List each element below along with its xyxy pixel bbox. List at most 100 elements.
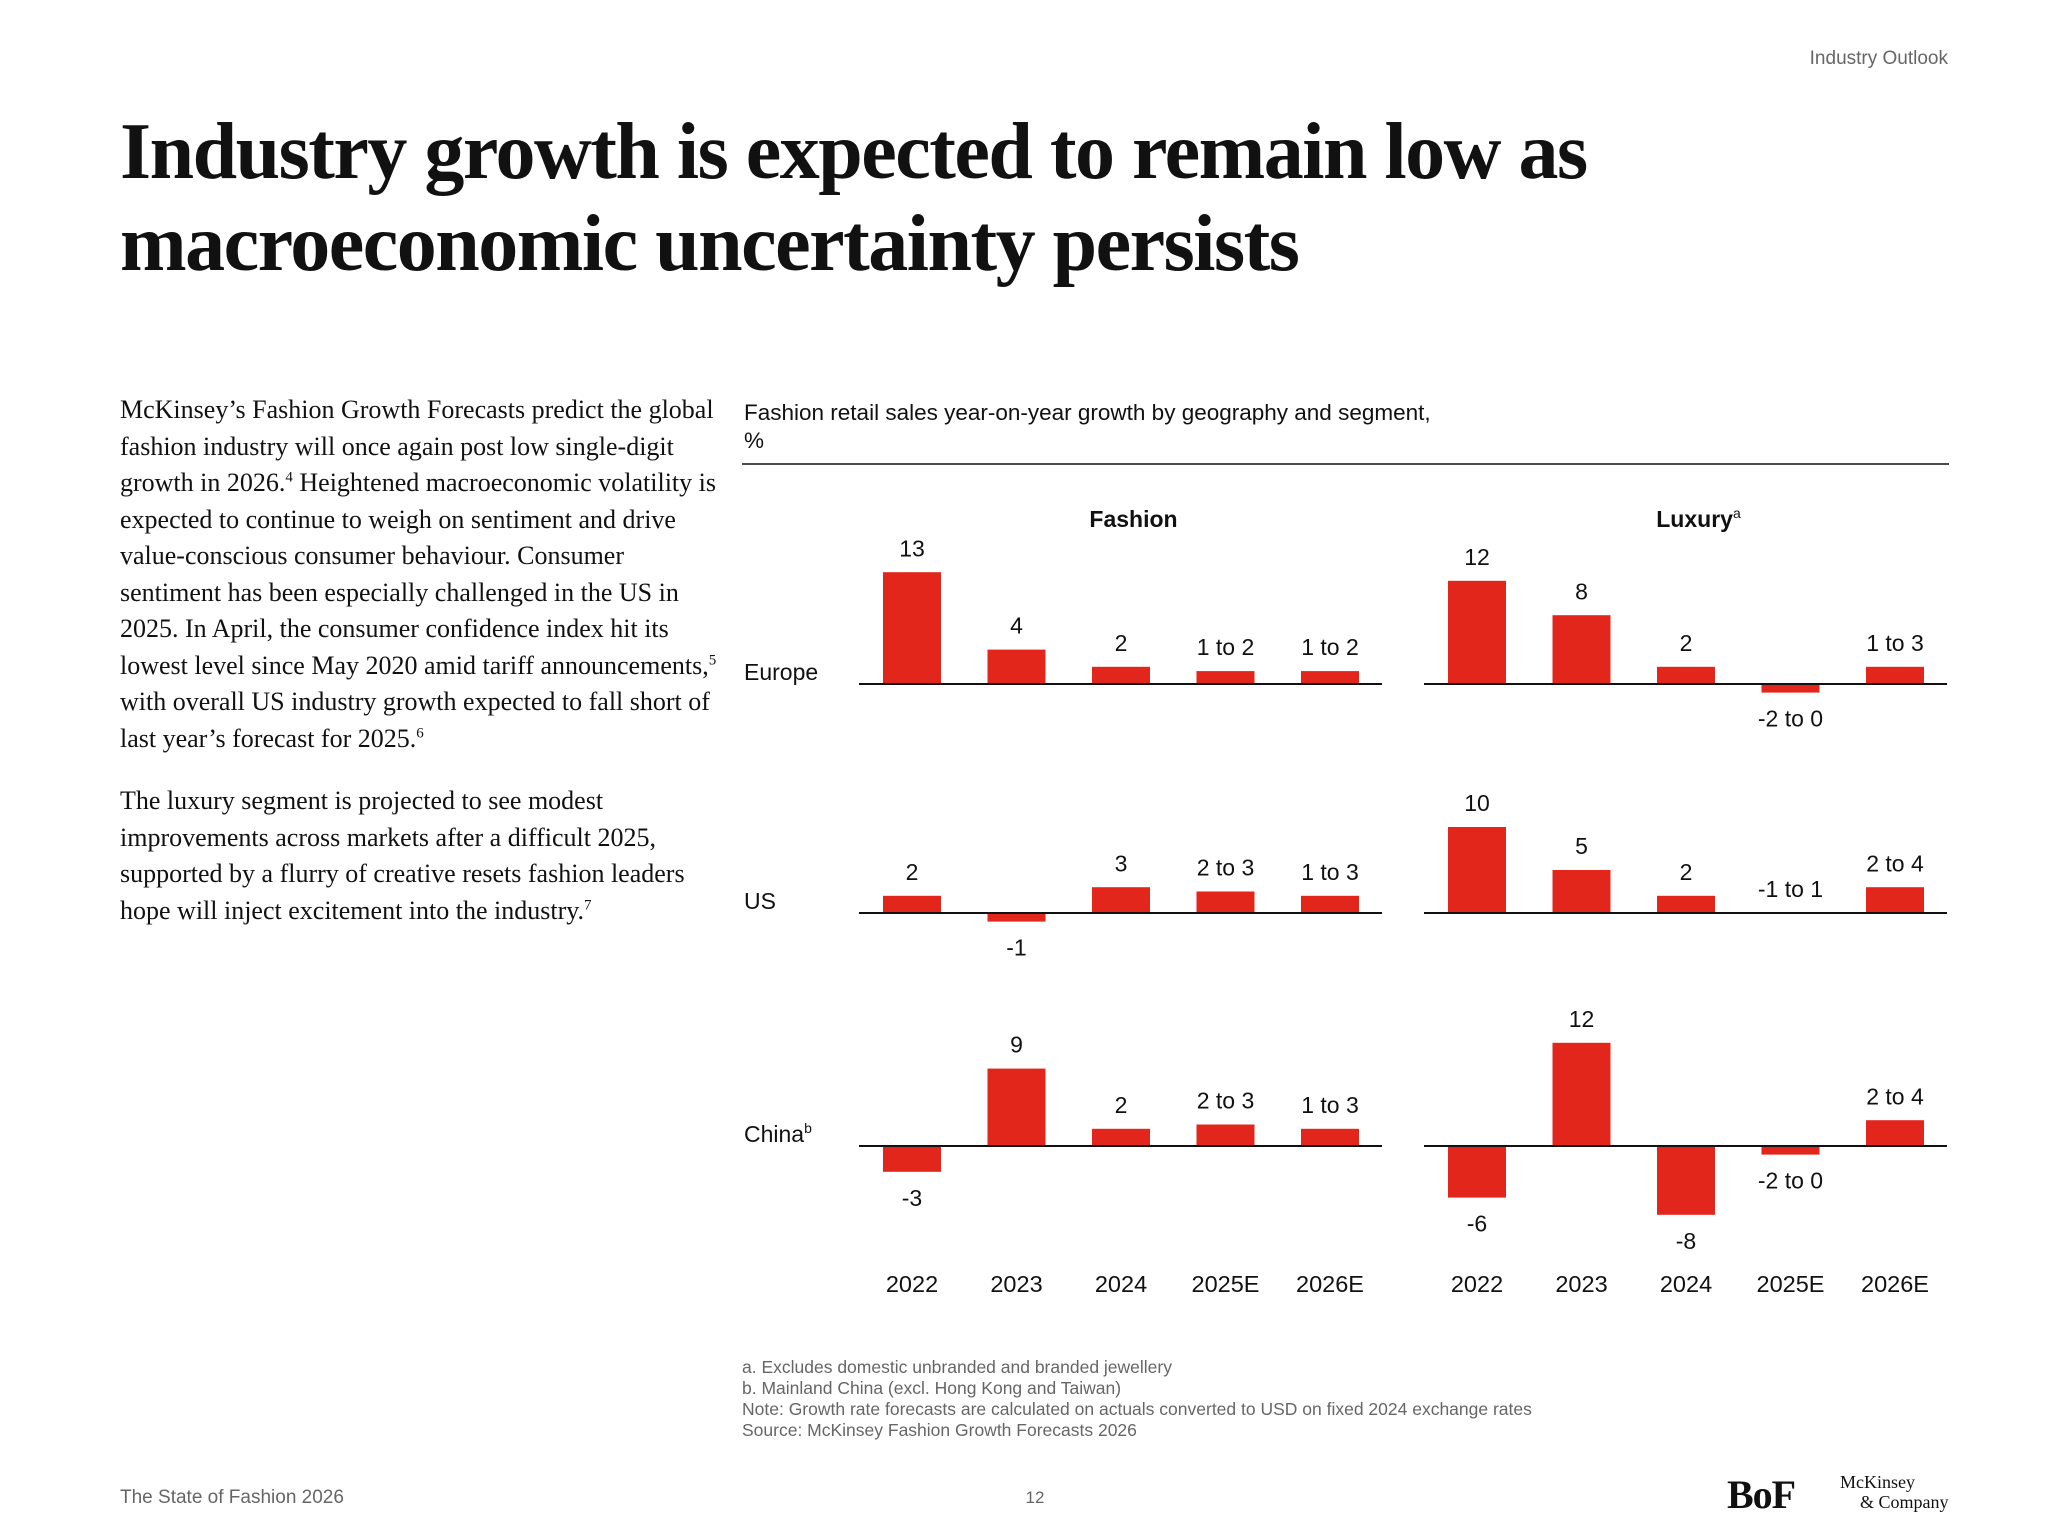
panel-title: Luxurya [1656, 505, 1741, 532]
bar [1866, 666, 1924, 684]
bar [987, 913, 1046, 922]
value-label: 1 to 3 [1301, 859, 1359, 885]
bar [987, 649, 1046, 684]
value-label: -1 [1006, 935, 1026, 961]
value-label: -6 [1467, 1211, 1487, 1237]
bar [1552, 870, 1611, 913]
footnote: Source: McKinsey Fashion Growth Forecast… [742, 1420, 1137, 1440]
x-tick-label: 2026E [1296, 1271, 1364, 1297]
footnote: b. Mainland China (excl. Hong Kong and T… [742, 1378, 1121, 1398]
bar [1552, 1042, 1611, 1146]
bar [1657, 895, 1715, 913]
text-run: with overall US industry growth expected… [120, 687, 710, 753]
value-label: 12 [1464, 544, 1490, 570]
x-tick-label: 2023 [1555, 1271, 1607, 1297]
value-label: 9 [1010, 1032, 1023, 1058]
chart-subtitle: % [744, 428, 764, 453]
bar [1657, 666, 1715, 684]
x-tick-label: 2022 [886, 1271, 938, 1297]
x-tick-label: 2025E [1757, 1271, 1825, 1297]
value-label: -2 to 0 [1758, 1168, 1823, 1194]
row-label: US [744, 888, 776, 914]
bar [1448, 827, 1506, 913]
bar [1301, 671, 1359, 684]
bar [1092, 666, 1150, 684]
row-label-text: Europe [744, 659, 818, 685]
value-label: 2 [906, 859, 919, 885]
x-tick-label: 2023 [990, 1271, 1042, 1297]
footnote-ref: 5 [708, 651, 717, 668]
panel-title-text: Luxury [1656, 506, 1733, 532]
bof-logo: BoF [1727, 1472, 1795, 1517]
value-label: 2 to 4 [1866, 1083, 1924, 1109]
section-label: Industry Outlook [1810, 48, 1949, 69]
text-run: The luxury segment is projected to see m… [120, 786, 685, 925]
bar [883, 1146, 941, 1172]
row-label-text: US [744, 888, 776, 914]
row-label-note: b [804, 1120, 812, 1136]
x-tick-label: 2025E [1192, 1271, 1260, 1297]
value-label: 2 to 3 [1197, 1088, 1255, 1114]
value-label: 13 [899, 535, 925, 561]
bar [883, 572, 941, 684]
value-label: 1 to 3 [1301, 1092, 1359, 1118]
text-run: Heightened macroeconomic volatility is e… [120, 468, 716, 680]
value-label: 8 [1575, 578, 1588, 604]
panel-title-text: Fashion [1089, 506, 1177, 532]
value-label: 1 to 2 [1197, 634, 1255, 660]
value-label: -8 [1676, 1228, 1696, 1254]
paragraph: The luxury segment is projected to see m… [120, 783, 720, 929]
value-label: 2 [1115, 1092, 1128, 1118]
panel-title-note: a [1733, 505, 1741, 521]
bar [1448, 580, 1506, 684]
value-label: 2 [1115, 630, 1128, 656]
bar [1761, 1146, 1820, 1155]
row-label: Chinab [744, 1120, 812, 1147]
mckinsey-logo: McKinsey [1840, 1472, 1915, 1492]
bar [987, 1068, 1046, 1146]
x-tick-label: 2024 [1660, 1271, 1712, 1297]
footnote-ref: 7 [584, 896, 592, 913]
bar [1196, 1124, 1255, 1146]
page-title: Industry growth is expected to remain lo… [120, 108, 1587, 196]
value-label: 2 [1680, 630, 1693, 656]
body-text: McKinsey’s Fashion Growth Forecasts pred… [120, 392, 720, 955]
x-tick-label: 2022 [1451, 1271, 1503, 1297]
mckinsey-logo: & Company [1860, 1492, 1949, 1512]
footnote: a. Excludes domestic unbranded and brand… [742, 1357, 1172, 1377]
bar [1657, 1146, 1715, 1215]
row-label: Europe [744, 659, 818, 685]
bar [1866, 1120, 1924, 1146]
footnote: Note: Growth rate forecasts are calculat… [742, 1399, 1532, 1419]
value-label: 12 [1569, 1006, 1595, 1032]
bar [1761, 684, 1820, 693]
bar [1448, 1146, 1506, 1198]
page-title: macroeconomic uncertainty persists [120, 200, 1299, 288]
value-label: -2 to 0 [1758, 706, 1823, 732]
value-label: 3 [1115, 850, 1128, 876]
publication: The State of Fashion 2026 [120, 1487, 344, 1508]
bar [1196, 891, 1255, 913]
value-label: -3 [902, 1185, 922, 1211]
bar [1552, 615, 1611, 684]
text-run: McKinsey’s Fashion Growth Forecasts pred… [120, 395, 714, 497]
bar [1092, 887, 1150, 913]
page-number: 12 [1026, 1488, 1045, 1507]
value-label: 1 to 2 [1301, 634, 1359, 660]
value-label: 2 to 4 [1866, 850, 1924, 876]
value-label: -1 to 1 [1758, 876, 1823, 902]
value-label: 1 to 3 [1866, 630, 1924, 656]
paragraph: McKinsey’s Fashion Growth Forecasts pred… [120, 392, 720, 757]
x-tick-label: 2024 [1095, 1271, 1147, 1297]
value-label: 2 [1680, 859, 1693, 885]
footnote-ref: 6 [416, 724, 424, 741]
value-label: 4 [1010, 613, 1023, 639]
bar [1196, 671, 1255, 684]
bar [1301, 1128, 1359, 1146]
bar [1092, 1128, 1150, 1146]
bar [1866, 887, 1924, 913]
bar [883, 895, 941, 913]
chart-title: Fashion retail sales year-on-year growth… [744, 400, 1431, 425]
